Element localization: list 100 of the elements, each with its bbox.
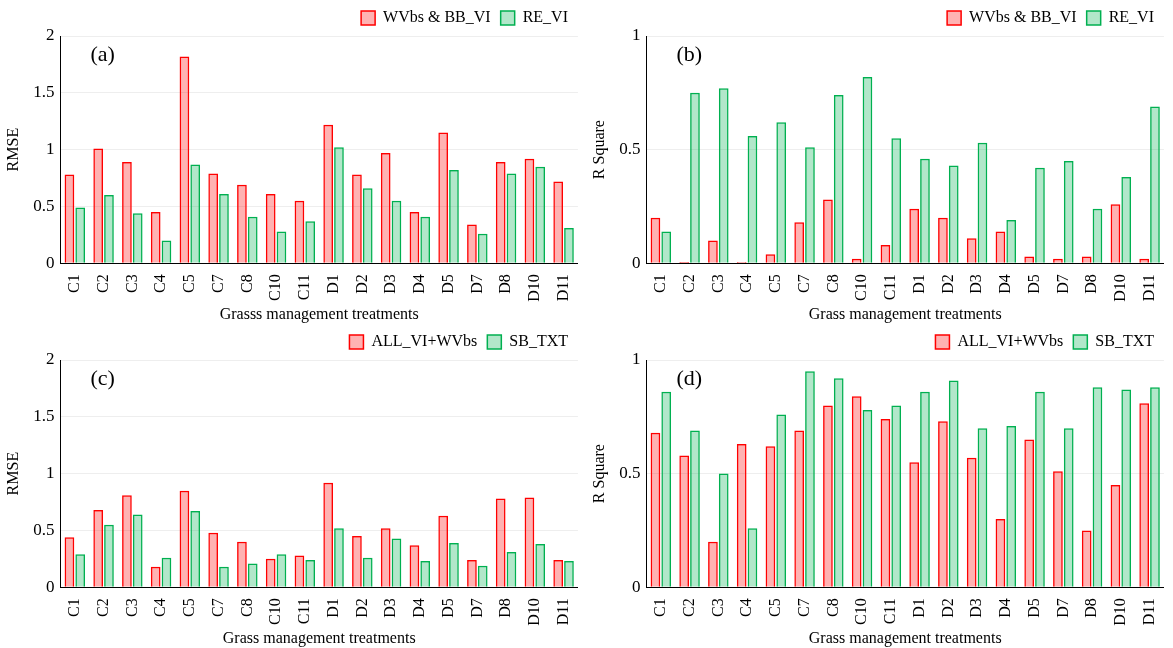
x-tick-label: C3 (122, 274, 140, 293)
bar (718, 473, 729, 587)
bar (323, 482, 334, 587)
y-tick-label: 0.5 (619, 139, 641, 159)
bar (995, 519, 1006, 587)
y-tick-label: 0.5 (33, 519, 55, 539)
bar (495, 498, 506, 587)
bar (276, 231, 287, 263)
x-tick-label: C7 (794, 274, 812, 293)
bar (294, 200, 305, 263)
bar (391, 200, 402, 263)
bar (391, 538, 402, 587)
bar (506, 173, 517, 263)
x-tick-label: D11 (1139, 274, 1157, 302)
x-tick-label: D8 (496, 274, 514, 294)
bar (524, 497, 535, 587)
bar (909, 208, 920, 263)
bar (661, 231, 672, 263)
x-tick-label: C1 (651, 274, 669, 293)
bar (362, 557, 373, 587)
bar (265, 558, 276, 587)
x-tick-label: D5 (1024, 598, 1042, 618)
x-tick-label: D7 (1053, 598, 1071, 618)
x-tick-label: D1 (909, 274, 927, 294)
bar (1006, 220, 1017, 263)
bar (477, 233, 488, 263)
bar (420, 216, 431, 263)
x-tick-label: C2 (679, 598, 697, 617)
legend-label: ALL_VI+WVbs (957, 332, 1064, 350)
x-tick-label: C10 (266, 598, 284, 625)
x-tick-label: C8 (237, 274, 255, 293)
x-tick-label: C10 (852, 274, 870, 301)
x-tick-label: D2 (352, 274, 370, 294)
x-axis-title: Grasss management treatments (219, 304, 419, 323)
x-tick-label: D10 (525, 274, 543, 302)
bar (553, 181, 564, 263)
bar (1024, 439, 1035, 587)
x-tick-label: C8 (823, 274, 841, 293)
x-tick-label: C2 (679, 274, 697, 293)
x-tick-label: D2 (352, 598, 370, 618)
bar (64, 537, 75, 587)
x-tick-label: D2 (938, 598, 956, 618)
bar (208, 532, 219, 587)
x-tick-label: D5 (1024, 274, 1042, 294)
x-tick-label: C2 (93, 274, 111, 293)
bar (1110, 204, 1121, 263)
annotation: (b) (676, 40, 703, 66)
x-tick-label: D4 (410, 274, 428, 294)
x-tick-label: C8 (823, 598, 841, 617)
y-tick-label: 2 (45, 349, 55, 369)
x-tick-label: D3 (967, 274, 985, 294)
x-tick-label: D7 (467, 598, 485, 618)
x-tick-label: D3 (381, 598, 399, 618)
x-tick-label: D1 (323, 598, 341, 618)
x-tick-label: D10 (1111, 274, 1129, 302)
bar (438, 515, 449, 587)
x-tick-label: D3 (381, 274, 399, 294)
bar (966, 457, 977, 587)
bar (891, 405, 902, 587)
bar (909, 462, 920, 587)
legend-label: RE_VI (522, 8, 568, 26)
x-tick-label: D11 (1139, 598, 1157, 626)
x-tick-label: C4 (151, 598, 169, 617)
x-tick-label: C4 (151, 274, 169, 293)
bar (305, 221, 316, 263)
bar (535, 166, 546, 263)
bar (718, 88, 729, 263)
bar (524, 158, 535, 263)
bar (862, 76, 873, 263)
x-tick-label: D11 (553, 274, 571, 302)
legend-label: ALL_VI+WVbs (371, 332, 478, 350)
bar (179, 490, 190, 587)
bar (305, 559, 316, 587)
y-tick-label: 1.5 (33, 406, 55, 426)
bar (362, 188, 373, 263)
bar (1121, 176, 1132, 263)
bar (553, 559, 564, 587)
x-tick-label: C8 (237, 598, 255, 617)
x-tick-label: D8 (496, 598, 514, 618)
x-tick-label: C11 (295, 598, 313, 625)
x-tick-label: D4 (996, 274, 1014, 294)
bar (294, 555, 305, 587)
legend-label: WVbs & BB_VI (383, 8, 491, 26)
x-tick-label: C1 (65, 274, 83, 293)
bar (247, 216, 258, 263)
bar (880, 419, 891, 587)
bar (776, 414, 787, 587)
bar (409, 545, 420, 587)
y-tick-label: 2 (45, 25, 55, 45)
x-tick-label: C7 (794, 598, 812, 617)
x-tick-label: C11 (295, 274, 313, 301)
x-tick-label: D1 (323, 274, 341, 294)
legend-label: RE_VI (1108, 8, 1154, 26)
x-tick-label: D10 (525, 598, 543, 626)
x-tick-label: D8 (1082, 274, 1100, 294)
bar (977, 142, 988, 263)
bar (794, 222, 805, 263)
bar (948, 165, 959, 263)
bar (948, 380, 959, 587)
legend-label: SB_TXT (1095, 332, 1155, 350)
